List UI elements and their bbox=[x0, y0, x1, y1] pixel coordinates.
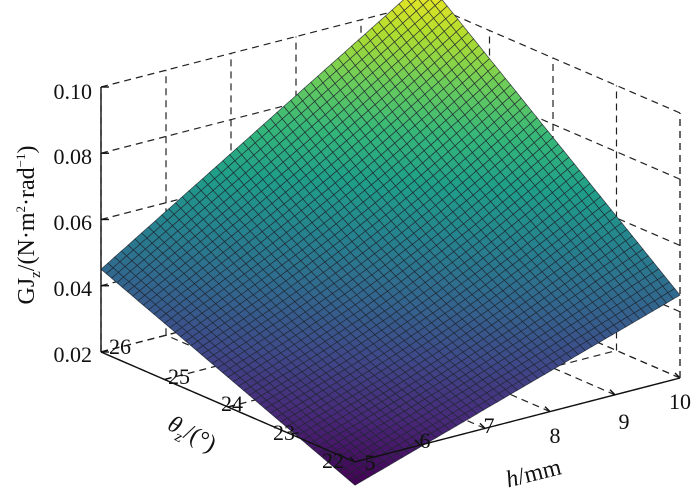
z-title-close: ) bbox=[14, 146, 40, 154]
z-tick-label: 0.10 bbox=[54, 79, 93, 104]
x-title-unit: /mm bbox=[515, 454, 564, 490]
grid-line bbox=[100, 2, 427, 88]
z-title-sup1: 2 bbox=[13, 206, 28, 213]
x-axis-line bbox=[354, 377, 681, 463]
x-tick-label: 5 bbox=[365, 450, 376, 475]
x-tick-label: 8 bbox=[550, 423, 561, 448]
x-tick-mark bbox=[414, 439, 421, 446]
y-tick-label: 23 bbox=[273, 420, 295, 445]
x-tick-mark bbox=[674, 372, 681, 379]
y-tick-label: 22 bbox=[322, 448, 344, 473]
axis-layer bbox=[100, 86, 681, 463]
z-title-mid: ·rad bbox=[14, 167, 40, 206]
y-tick-mark bbox=[291, 431, 299, 436]
x-tick-mark bbox=[544, 406, 551, 413]
z-title-rest: /(N·m bbox=[14, 212, 40, 271]
z-tick-label: 0.08 bbox=[54, 144, 93, 169]
z-axis-ticks: 0.02 0.04 0.06 0.08 0.10 bbox=[54, 79, 93, 367]
z-tick-label: 0.02 bbox=[54, 342, 93, 367]
x-axis-title: h/mm bbox=[503, 454, 564, 493]
y-tick-label: 25 bbox=[168, 364, 190, 389]
x-tick-label: 6 bbox=[420, 428, 431, 453]
y-tick-mark bbox=[100, 349, 109, 353]
y-axis-ticks: 22 23 24 25 26 bbox=[109, 334, 344, 473]
z-tick-label: 0.06 bbox=[54, 210, 93, 235]
x-tick-mark bbox=[479, 422, 486, 429]
z-title-main: GJ bbox=[14, 278, 40, 305]
grid-line bbox=[291, 349, 617, 436]
y-tick-label: 26 bbox=[109, 334, 131, 359]
z-title-sup2: −1 bbox=[13, 154, 28, 168]
y-axis-title: θz/(°) bbox=[161, 411, 220, 461]
z-title-sub: z bbox=[28, 271, 44, 278]
x-tick-mark bbox=[349, 456, 356, 463]
z-axis-title: GJz/(N·m2·rad−1) bbox=[13, 146, 44, 305]
x-tick-label: 7 bbox=[484, 413, 495, 438]
z-tick-label: 0.04 bbox=[54, 276, 93, 301]
y-tick-mark bbox=[227, 404, 236, 408]
surface-mesh bbox=[100, 0, 681, 486]
x-tick-label: 9 bbox=[619, 409, 630, 434]
y-tick-mark bbox=[164, 376, 172, 381]
y-title-unit: /(°) bbox=[180, 420, 221, 458]
x-tick-label: 10 bbox=[669, 389, 691, 414]
surface-cell bbox=[349, 476, 363, 486]
x-tick-mark bbox=[609, 389, 616, 396]
x-axis-ticks: 5 6 7 8 9 10 bbox=[365, 389, 692, 475]
y-tick-label: 24 bbox=[221, 391, 243, 416]
